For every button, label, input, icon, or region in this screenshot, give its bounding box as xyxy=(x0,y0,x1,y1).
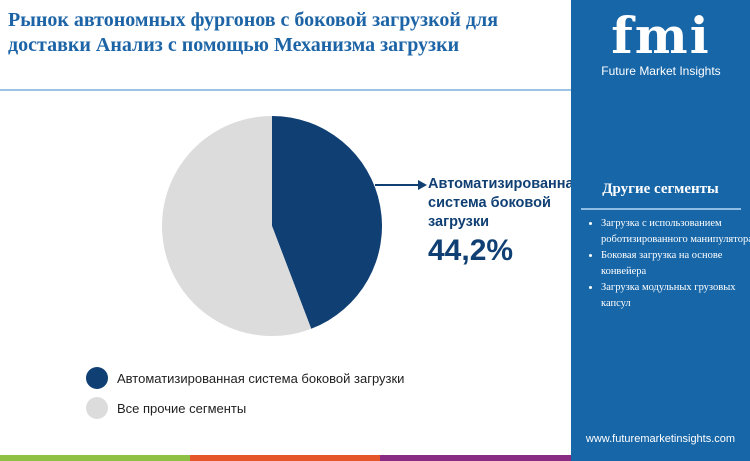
legend-item: Автоматизированная система боковой загру… xyxy=(86,367,404,389)
list-item: Боковая загрузка на основе конвейера xyxy=(601,248,750,280)
callout-label: Автоматизированная система боковой загру… xyxy=(428,176,583,230)
callout-arrow-head xyxy=(418,180,427,190)
page-title: Рынок автономных фургонов с боковой загр… xyxy=(8,9,499,56)
other-segments-list: Загрузка с использованием роботизированн… xyxy=(583,216,750,312)
list-item: Загрузка модульных грузовых капсул xyxy=(601,280,750,312)
title-divider xyxy=(0,89,571,91)
website-link[interactable]: www.futuremarketinsights.com xyxy=(585,433,736,445)
legend-swatch xyxy=(86,367,108,389)
logo-mark: fmi xyxy=(611,6,711,65)
pie-slice-1 xyxy=(161,116,312,337)
sidebar: fmi Future Market Insights Другие сегмен… xyxy=(571,0,750,461)
legend-label: Автоматизированная система боковой загру… xyxy=(117,370,405,386)
callout-value: 44,2% xyxy=(428,234,514,267)
legend-label: Все прочие сегменты xyxy=(117,400,247,416)
pie-slice-0 xyxy=(272,116,382,329)
legend-swatch xyxy=(86,397,108,419)
footer-bar-orange xyxy=(190,455,380,461)
fmi-logo: fmi Future Market Insights xyxy=(596,6,726,79)
footer-bar-green xyxy=(0,455,190,461)
logo-subtitle: Future Market Insights xyxy=(601,64,721,78)
footer-bar-purple xyxy=(380,455,571,461)
other-segments-heading: Другие сегменты xyxy=(602,181,719,197)
sidebar-divider xyxy=(581,208,741,210)
list-item: Загрузка с использованием роботизированн… xyxy=(601,216,750,248)
legend-item: Все прочие сегменты xyxy=(86,397,246,419)
